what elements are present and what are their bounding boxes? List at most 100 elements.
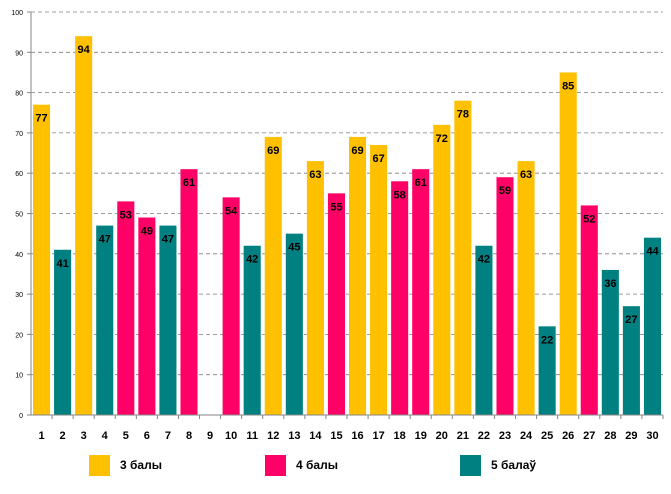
data-label-1: 77 (35, 113, 47, 125)
data-label-24: 63 (520, 169, 532, 181)
bar-4 (96, 225, 114, 415)
bar-29 (622, 306, 640, 415)
data-label-23: 59 (499, 185, 511, 197)
x-tick-label: 3 (81, 430, 87, 442)
y-axis: 0 10 20 30 40 50 60 70 80 90 100 (11, 10, 32, 420)
y-tick-label: 60 (15, 171, 23, 178)
bar-3 (75, 36, 93, 416)
data-label-28: 36 (604, 278, 616, 290)
data-label-2: 41 (56, 258, 68, 270)
bar-12 (264, 136, 282, 415)
data-label-21: 78 (457, 109, 469, 121)
y-tick-label: 30 (15, 292, 23, 299)
x-tick-label: 28 (604, 430, 616, 442)
data-label-4: 47 (99, 234, 111, 246)
bar-19 (412, 169, 430, 415)
data-label-19: 61 (415, 177, 427, 189)
x-tick-label: 13 (288, 430, 300, 442)
data-label-29: 27 (625, 314, 637, 326)
legend-label-4: 4 балы (296, 458, 338, 472)
y-tick-label: 10 (15, 373, 23, 380)
bar-20 (433, 124, 451, 415)
x-tick-label: 10 (225, 430, 237, 442)
data-label-14: 63 (309, 169, 321, 181)
bar-27 (580, 205, 598, 415)
data-label-7: 47 (162, 234, 174, 246)
y-tick-label: 20 (15, 332, 23, 339)
x-tick-label: 15 (330, 430, 342, 442)
legend-label-3: 3 балы (120, 458, 162, 472)
legend-label-5: 5 балаў (491, 458, 537, 472)
legend-swatch-3 (89, 454, 110, 476)
bar-23 (496, 177, 514, 415)
x-tick-label: 9 (207, 430, 213, 442)
x-tick-label: 2 (60, 430, 66, 442)
x-tick-label: 7 (165, 430, 171, 442)
data-label-13: 45 (288, 242, 300, 254)
data-label-11: 42 (246, 254, 258, 266)
data-label-3: 94 (78, 44, 91, 56)
bar-8 (180, 169, 198, 415)
x-tick-label: 27 (583, 430, 595, 442)
data-label-15: 55 (330, 201, 342, 213)
x-tick-label: 16 (351, 430, 363, 442)
x-tick-label: 23 (499, 430, 511, 442)
x-tick-label: 20 (436, 430, 448, 442)
x-tick-label: 12 (267, 430, 279, 442)
bar-11 (243, 245, 261, 415)
data-label-5: 53 (120, 209, 132, 221)
data-label-8: 61 (183, 177, 195, 189)
bar-26 (559, 72, 577, 415)
x-tick-label: 25 (541, 430, 553, 442)
x-tick-label: 24 (520, 430, 533, 442)
legend-swatch-5 (460, 454, 481, 476)
data-label-30: 44 (646, 246, 659, 258)
bar-1 (33, 104, 51, 415)
bar-22 (475, 245, 493, 415)
bar-30 (643, 237, 661, 415)
x-tick-label: 19 (415, 430, 427, 442)
y-tick-label: 40 (15, 252, 23, 259)
data-label-22: 42 (478, 254, 490, 266)
legend-item-5: 5 балаў (460, 452, 536, 478)
bar-7 (159, 225, 177, 415)
x-tick-label: 21 (457, 430, 469, 442)
x-tick-label: 14 (309, 430, 322, 442)
bar-14 (306, 161, 324, 415)
bars: 77 41 94 47 53 49 47 61 54 42 69 45 63 55 69 67 58 61 72 78… (33, 36, 661, 416)
data-label-20: 72 (436, 133, 448, 145)
y-tick-label: 0 (19, 413, 23, 420)
x-tick-label: 22 (478, 430, 490, 442)
x-tick-label: 11 (246, 430, 258, 442)
x-tick-label: 6 (144, 430, 150, 442)
data-label-18: 58 (394, 189, 406, 201)
bar-13 (285, 233, 303, 415)
legend-item-4: 4 балы (265, 452, 338, 478)
bar-24 (517, 161, 535, 415)
x-tick-label: 5 (123, 430, 129, 442)
x-tick-label: 30 (646, 430, 658, 442)
y-tick-label: 50 (15, 212, 23, 219)
y-tick-label: 90 (15, 50, 23, 57)
bar-16 (349, 136, 367, 415)
data-label-10: 54 (225, 205, 238, 217)
bar-6 (138, 217, 156, 415)
x-tick-label: 8 (186, 430, 192, 442)
x-tick-label: 18 (394, 430, 406, 442)
y-tick-label: 80 (15, 91, 23, 98)
bar-10 (222, 197, 240, 415)
data-label-27: 52 (583, 213, 595, 225)
x-tick-label: 1 (38, 430, 44, 442)
x-tick-label: 26 (562, 430, 574, 442)
data-label-25: 22 (541, 334, 553, 346)
bar-2 (54, 249, 72, 415)
bar-17 (370, 144, 388, 416)
y-tick-label: 70 (15, 131, 23, 138)
data-label-26: 85 (562, 80, 574, 92)
x-tick-label: 17 (372, 430, 384, 442)
y-tick-label: 100 (11, 10, 23, 17)
legend-item-3: 3 балы (89, 452, 162, 478)
bar-18 (391, 181, 409, 415)
x-tick-label: 4 (102, 430, 109, 442)
